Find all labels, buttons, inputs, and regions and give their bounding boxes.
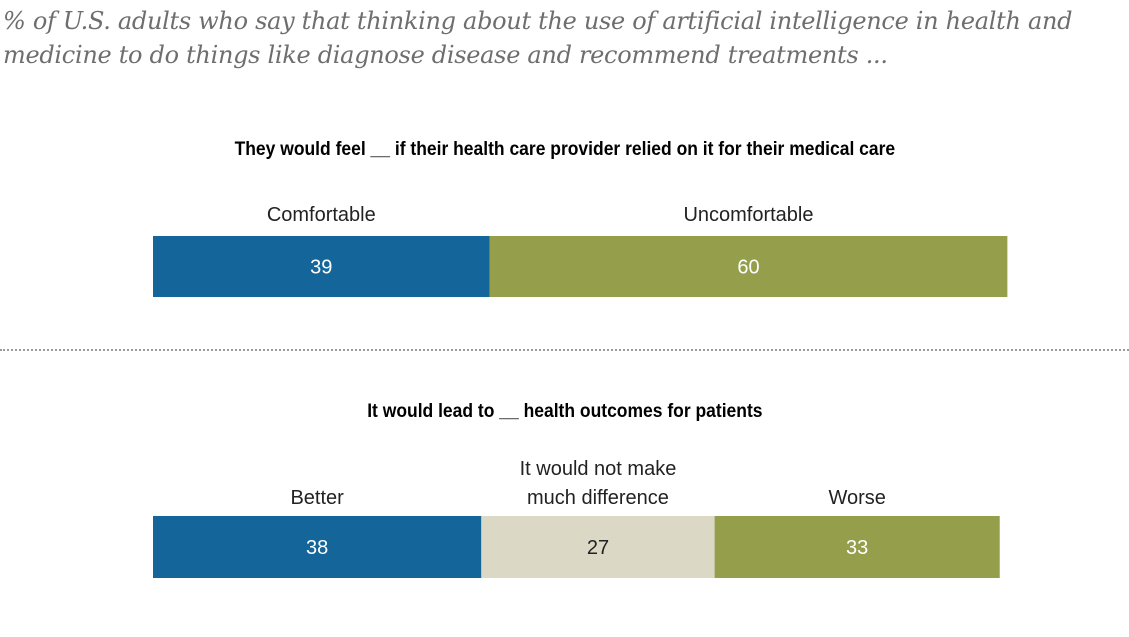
- bar-segment-better: [153, 516, 482, 578]
- value-label: 39: [310, 257, 332, 279]
- category-label: It would not make: [520, 458, 677, 480]
- panel-2-chart: 38 Better 27 It would not make much differen…: [153, 458, 1000, 578]
- value-label: 27: [587, 537, 609, 559]
- category-label: Worse: [828, 487, 885, 509]
- panel-divider: [0, 349, 1129, 351]
- panel-2-title: It would lead to __ health outcomes for …: [367, 401, 763, 422]
- category-label: Better: [290, 487, 344, 509]
- bar-segment-uncomfortable: [489, 236, 1008, 297]
- bar-segment-comfortable: [153, 236, 490, 297]
- value-label: 60: [737, 257, 759, 279]
- category-label: Comfortable: [267, 204, 376, 226]
- chart-subtitle: % of U.S. adults who say that thinking a…: [3, 7, 1073, 69]
- panel-1-chart: 39 Comfortable 60 Uncomfortable: [153, 204, 1008, 297]
- value-label: 38: [306, 537, 328, 559]
- category-label: much difference: [527, 487, 669, 509]
- bar-segment-it-would-not-make-much-difference: [481, 516, 715, 578]
- bar-segment-worse: [714, 516, 1000, 578]
- value-label: 33: [846, 537, 868, 559]
- category-label: Uncomfortable: [683, 204, 813, 226]
- panel-1-title: They would feel __ if their health care …: [234, 139, 896, 160]
